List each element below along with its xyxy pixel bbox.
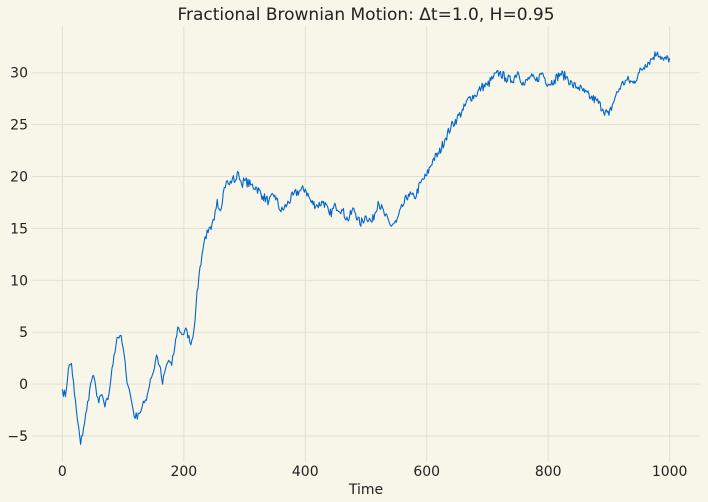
- y-tick-label: 10: [10, 273, 28, 289]
- x-tick-label: 200: [170, 464, 197, 480]
- x-axis-label: Time: [348, 482, 383, 498]
- x-gridlines: [61, 26, 671, 462]
- y-tick-label: 5: [19, 325, 28, 341]
- x-tick-label: 400: [292, 464, 319, 480]
- y-tick-label: 20: [10, 170, 28, 186]
- y-tick-label: 25: [10, 118, 28, 134]
- x-tick-label: 600: [413, 464, 440, 480]
- y-gridlines: [32, 72, 700, 437]
- y-tick-label: 30: [10, 66, 28, 82]
- y-tick-labels: −5 0 5 10 15 20 25 30: [7, 66, 28, 445]
- x-tick-labels: 0 200 400 600 800 1000: [58, 464, 688, 480]
- y-tick-label: 0: [19, 377, 28, 393]
- y-tick-label: 15: [10, 221, 28, 237]
- x-tick-label: 1000: [652, 464, 688, 480]
- x-tick-label: 0: [58, 464, 67, 480]
- y-tick-label: −5: [7, 429, 28, 445]
- chart-title: Fractional Brownian Motion: Δt=1.0, H=0.…: [177, 5, 554, 25]
- x-tick-label: 800: [535, 464, 562, 480]
- series-line: [61, 51, 671, 445]
